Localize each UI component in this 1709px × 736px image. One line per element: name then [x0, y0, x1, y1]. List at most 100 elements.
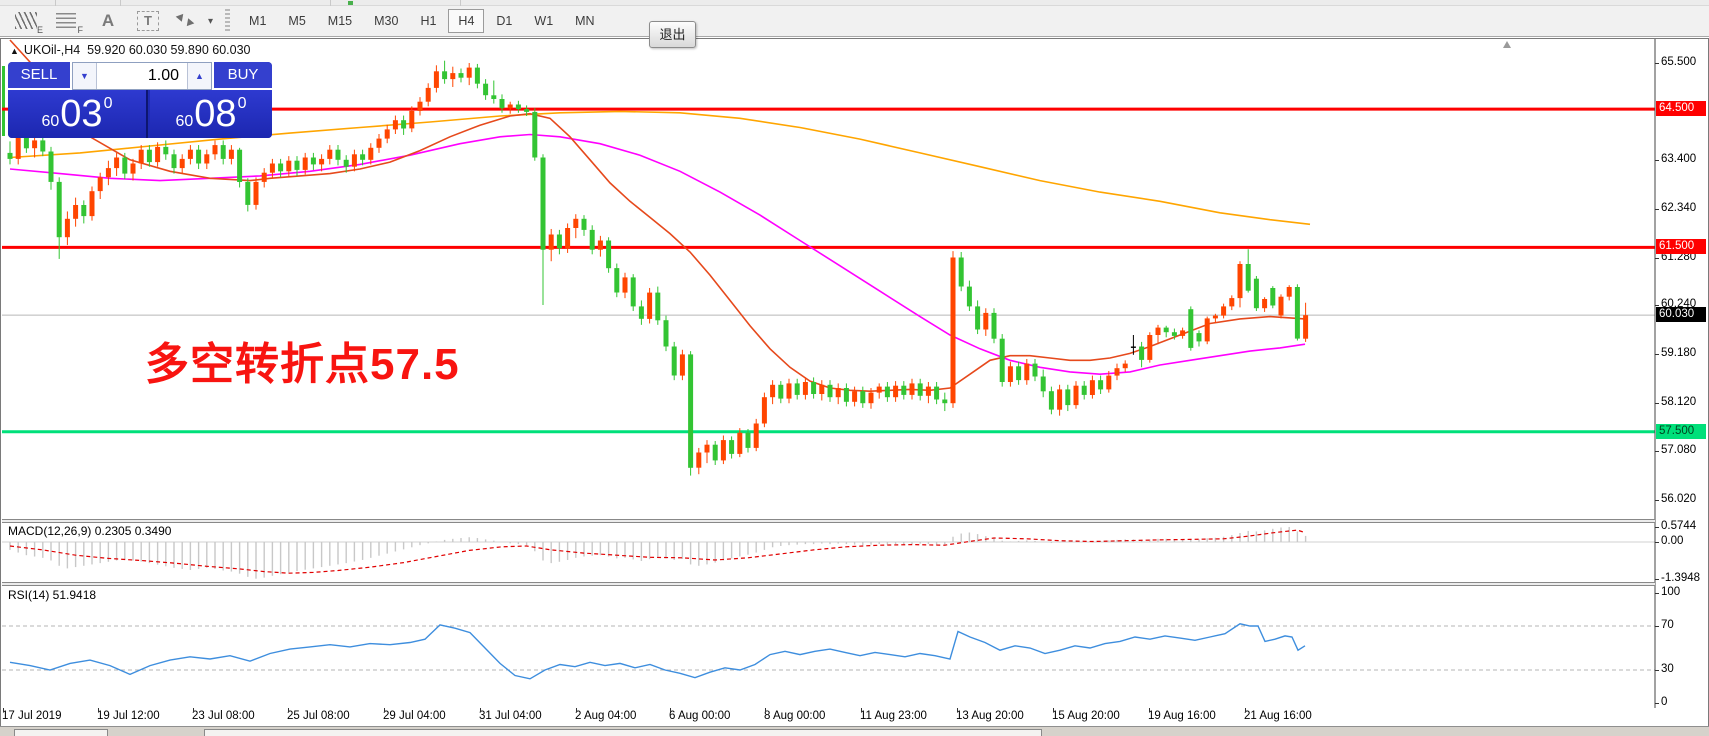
- one-click-trade-panel: SELL ▼ ▲ BUY 60 03 0 60 08 0: [8, 62, 272, 138]
- axis-tick: [1655, 63, 1659, 64]
- time-tick: [576, 708, 577, 712]
- price-tick-label: 56.020: [1661, 493, 1697, 506]
- window-border: [0, 38, 1709, 39]
- time-tick: [1245, 708, 1246, 712]
- time-label: 8 Aug 00:00: [764, 710, 826, 722]
- price-level-label: 60.030: [1656, 307, 1706, 323]
- buy-price-big: 08: [194, 93, 237, 135]
- text-box-icon-inner: T: [137, 11, 159, 31]
- chart-header: ▲ UKOil-,H4 59.920 60.030 59.890 60.030: [10, 43, 251, 57]
- text-label-icon[interactable]: A: [101, 11, 115, 30]
- sell-price-sup: 0: [103, 95, 113, 112]
- fibonacci-lines-icon-sub: F: [77, 25, 84, 35]
- price-tick-label: 65.500: [1661, 56, 1697, 68]
- timeframe-button-M15[interactable]: M15: [327, 14, 353, 28]
- dropdown-caret-icon[interactable]: ▾: [208, 15, 214, 27]
- time-tick: [288, 708, 289, 712]
- time-label: 23 Jul 08:00: [192, 710, 255, 722]
- buy-button[interactable]: BUY: [212, 62, 272, 90]
- axis-tick: [1655, 403, 1659, 405]
- axis-tick: [1655, 354, 1659, 356]
- price-tick-label: 58.120: [1661, 396, 1697, 409]
- toolbar-icon-row: E F A T ▾ M1 M5 M15 M30 H1 H4 D1 W1 MN: [8, 8, 606, 35]
- macd-scale-label: -1.3948: [1661, 571, 1701, 584]
- toolbar-separator: [225, 9, 231, 33]
- chart-tab[interactable]: [14, 729, 108, 736]
- volume-decrease-button[interactable]: ▼: [73, 63, 97, 89]
- volume-input[interactable]: [97, 63, 187, 89]
- price-tick-label: 57.080: [1661, 444, 1697, 457]
- sell-button[interactable]: SELL: [8, 62, 72, 90]
- axis-tick: [1655, 542, 1659, 543]
- arrow-objects-icon[interactable]: [173, 9, 203, 33]
- macd-indicator-label: MACD(12,26,9) 0.2305 0.3490: [8, 524, 172, 538]
- buy-price-button[interactable]: 60 08 0: [150, 90, 272, 138]
- time-tick: [861, 708, 862, 712]
- rsi-scale-label: 0: [1661, 696, 1668, 708]
- timeframe-button-M5[interactable]: M5: [288, 14, 306, 28]
- axis-tick: [1655, 626, 1659, 627]
- sell-price-small: 60: [41, 113, 60, 130]
- text-box-icon[interactable]: T: [133, 9, 163, 33]
- sell-price-button[interactable]: 60 03 0: [8, 90, 148, 138]
- panel-separator[interactable]: [2, 582, 1655, 586]
- elliott-channel-icon[interactable]: E: [13, 9, 43, 35]
- buy-price-sup: 0: [237, 95, 247, 112]
- toolbar-top-remnant: [0, 0, 1709, 6]
- timeframe-button-H4[interactable]: H4: [448, 9, 485, 33]
- time-label: 6 Aug 00:00: [669, 710, 731, 722]
- time-tick: [193, 708, 194, 712]
- collapse-panel-icon[interactable]: ▲: [10, 46, 19, 56]
- time-label: 11 Aug 23:00: [860, 710, 927, 722]
- axis-tick: [1655, 159, 1659, 161]
- time-tick: [384, 708, 385, 712]
- price-level-label: 64.500: [1656, 101, 1706, 117]
- panel-separator[interactable]: [2, 519, 1655, 523]
- price-level-label: 61.500: [1656, 239, 1706, 255]
- time-label: 13 Aug 20:00: [956, 710, 1024, 722]
- axis-tick: [1655, 305, 1659, 307]
- time-tick: [1149, 708, 1150, 712]
- fibonacci-lines-icon[interactable]: F: [53, 9, 84, 35]
- axis-tick: [1655, 526, 1659, 528]
- axis-tick: [1655, 670, 1659, 671]
- timeframe-button-M1[interactable]: M1: [249, 14, 267, 28]
- macd-scale-label: 0.00: [1661, 535, 1684, 547]
- time-tick: [957, 708, 958, 712]
- axis-tick: [1655, 451, 1659, 453]
- rsi-scale-label: 30: [1661, 663, 1674, 675]
- time-label: 31 Jul 04:00: [479, 710, 542, 722]
- price-tick-label: 59.180: [1661, 347, 1697, 360]
- status-dot: [348, 1, 353, 5]
- ohlc-quotes: 59.920 60.030 59.890 60.030: [87, 43, 251, 57]
- price-level-label: 57.500: [1656, 423, 1706, 439]
- arrow-objects-icon-down: [183, 18, 195, 29]
- exit-button[interactable]: 退出: [649, 21, 696, 48]
- time-label: 19 Aug 16:00: [1148, 710, 1216, 722]
- buy-price-small: 60: [175, 113, 194, 130]
- time-tick: [3, 708, 4, 712]
- timeframe-button-M30[interactable]: M30: [374, 14, 399, 28]
- time-label: 25 Jul 08:00: [287, 710, 350, 722]
- timeframe-button-D1[interactable]: D1: [496, 14, 513, 28]
- time-tick: [1053, 708, 1054, 712]
- timeframe-button-W1[interactable]: W1: [534, 14, 554, 28]
- time-label: 21 Aug 16:00: [1244, 710, 1312, 722]
- time-tick: [670, 708, 671, 712]
- chart-tab[interactable]: [204, 729, 1042, 736]
- time-label: 17 Jul 2019: [2, 710, 62, 722]
- macd-scale-label: 0.5744: [1661, 519, 1697, 532]
- axis-tick: [1655, 208, 1659, 210]
- chart-annotation-text: 多空转折点57.5: [145, 340, 460, 389]
- timeframe-button-H1[interactable]: H1: [420, 14, 437, 28]
- volume-increase-button[interactable]: ▲: [187, 63, 211, 89]
- axis-tick: [1655, 578, 1659, 580]
- axis-tick: [1655, 593, 1659, 594]
- elliott-channel-icon-sub: E: [36, 25, 43, 35]
- price-tick-label: 63.400: [1661, 152, 1697, 165]
- rsi-scale-label: 70: [1661, 619, 1674, 631]
- volume-stepper: ▼ ▲: [72, 62, 212, 90]
- timeframe-button-MN[interactable]: MN: [575, 14, 595, 28]
- symbol-label: UKOil-,H4: [23, 43, 81, 57]
